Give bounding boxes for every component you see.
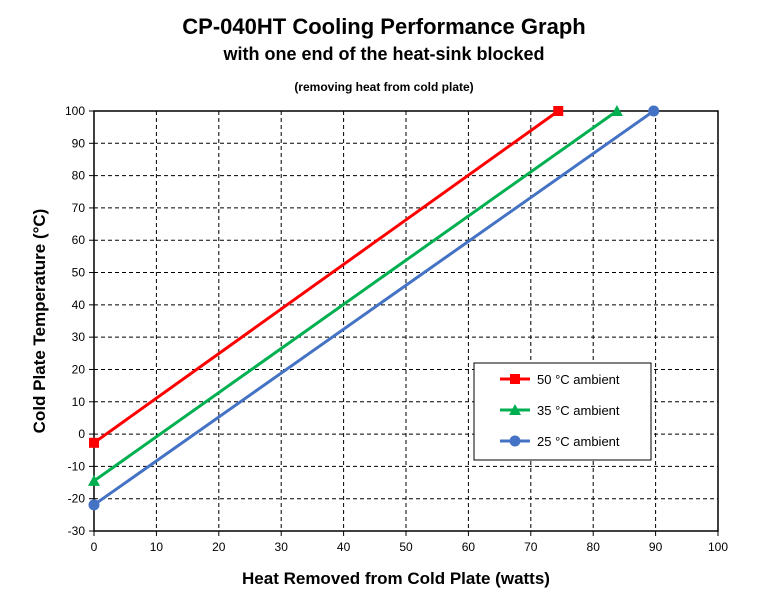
legend-marker-triangle — [509, 404, 521, 415]
x-tick-label: 80 — [587, 540, 601, 554]
x-tick-label: 50 — [399, 540, 413, 554]
y-tick-label: 90 — [72, 136, 86, 150]
series-35c — [88, 105, 623, 486]
y-tick-label: 0 — [78, 427, 85, 441]
legend-label: 35 °C ambient — [537, 403, 620, 418]
chart-title: CP-040HT Cooling Performance Graph — [182, 14, 586, 39]
y-tick-label: 20 — [72, 362, 86, 376]
x-tick-label: 10 — [150, 540, 164, 554]
chart-subtitle: with one end of the heat-sink blocked — [223, 44, 545, 64]
series-line — [93, 109, 618, 483]
y-tick-label: -10 — [68, 459, 86, 473]
x-tick-label: 20 — [212, 540, 226, 554]
y-tick-label: 30 — [72, 330, 86, 344]
y-tick-label: 100 — [65, 104, 85, 118]
legend-marker-square — [510, 374, 520, 384]
x-tick-label: 70 — [524, 540, 538, 554]
series-line — [93, 109, 560, 445]
legend-marker-circle — [509, 435, 521, 447]
y-tick-label: 60 — [72, 233, 86, 247]
x-tick-label: 30 — [275, 540, 289, 554]
x-tick-label: 90 — [649, 540, 663, 554]
y-axis-label: Cold Plate Temperature (°C) — [30, 209, 49, 434]
x-tick-label: 0 — [91, 540, 98, 554]
chart-note: (removing heat from cold plate) — [294, 80, 474, 94]
plot-frame — [93, 110, 719, 532]
y-tick-label: -30 — [68, 524, 86, 538]
y-tick-label: 40 — [72, 298, 86, 312]
series-50c — [89, 106, 564, 448]
legend-label: 25 °C ambient — [537, 434, 620, 449]
y-tick-label: 50 — [72, 266, 86, 280]
data-point-square — [553, 106, 564, 116]
data-point-triangle — [88, 474, 100, 486]
y-tick-label: 70 — [72, 201, 86, 215]
data-point-triangle — [610, 105, 623, 116]
x-axis-label: Heat Removed from Cold Plate (watts) — [242, 569, 550, 588]
x-tick-label: 60 — [462, 540, 476, 554]
y-tick-label: 10 — [72, 395, 86, 409]
data-point-circle — [648, 105, 660, 117]
x-tick-label: 100 — [708, 540, 728, 554]
series-25c — [88, 105, 660, 511]
data-point-square — [89, 437, 99, 448]
y-tick-label: 80 — [72, 169, 86, 183]
legend-label: 50 °C ambient — [537, 372, 620, 387]
x-tick-label: 40 — [337, 540, 351, 554]
y-tick-label: -20 — [68, 492, 86, 506]
series-line — [93, 109, 655, 507]
data-point-circle — [88, 499, 100, 511]
legend: 50 °C ambient 35 °C ambient 25 °C ambient — [473, 362, 652, 461]
